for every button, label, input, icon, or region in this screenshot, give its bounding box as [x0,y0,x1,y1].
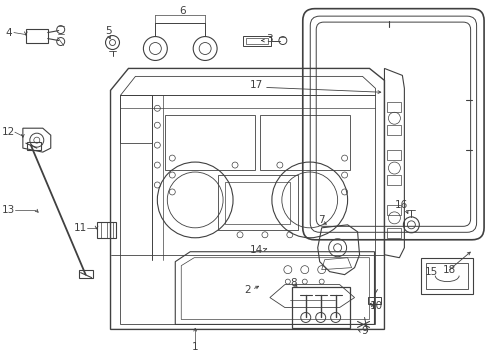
Bar [78,270,93,278]
Bar [243,36,271,45]
Bar [260,115,349,170]
Bar [388,228,401,238]
Bar [368,297,382,303]
Bar [292,287,349,328]
Text: 7: 7 [318,215,325,225]
Text: 12: 12 [2,127,16,137]
Bar [426,263,468,289]
Text: 10: 10 [370,301,383,311]
Text: 4: 4 [5,28,12,37]
Bar [26,28,48,42]
Bar [421,258,473,293]
Bar [218,175,298,230]
Text: 17: 17 [249,80,263,90]
Text: 11: 11 [74,223,87,233]
Bar [165,115,255,170]
Bar [388,102,401,112]
Bar [388,175,401,185]
Bar [121,95,152,143]
Text: 18: 18 [442,265,456,275]
Text: 3: 3 [267,33,273,44]
Bar [388,125,401,135]
Text: 2: 2 [245,284,251,294]
Text: 13: 13 [2,205,16,215]
Text: 8: 8 [291,278,297,288]
Bar [246,37,268,44]
Bar [388,150,401,160]
Text: 9: 9 [361,327,368,336]
Text: 1: 1 [192,342,198,352]
Bar [225,182,290,224]
Bar [27,142,41,150]
Text: 16: 16 [395,200,408,210]
Text: 15: 15 [425,267,438,276]
Bar [388,205,401,215]
Bar [97,222,117,238]
Text: 5: 5 [105,26,112,36]
Text: 14: 14 [249,245,263,255]
Text: 6: 6 [179,6,186,15]
